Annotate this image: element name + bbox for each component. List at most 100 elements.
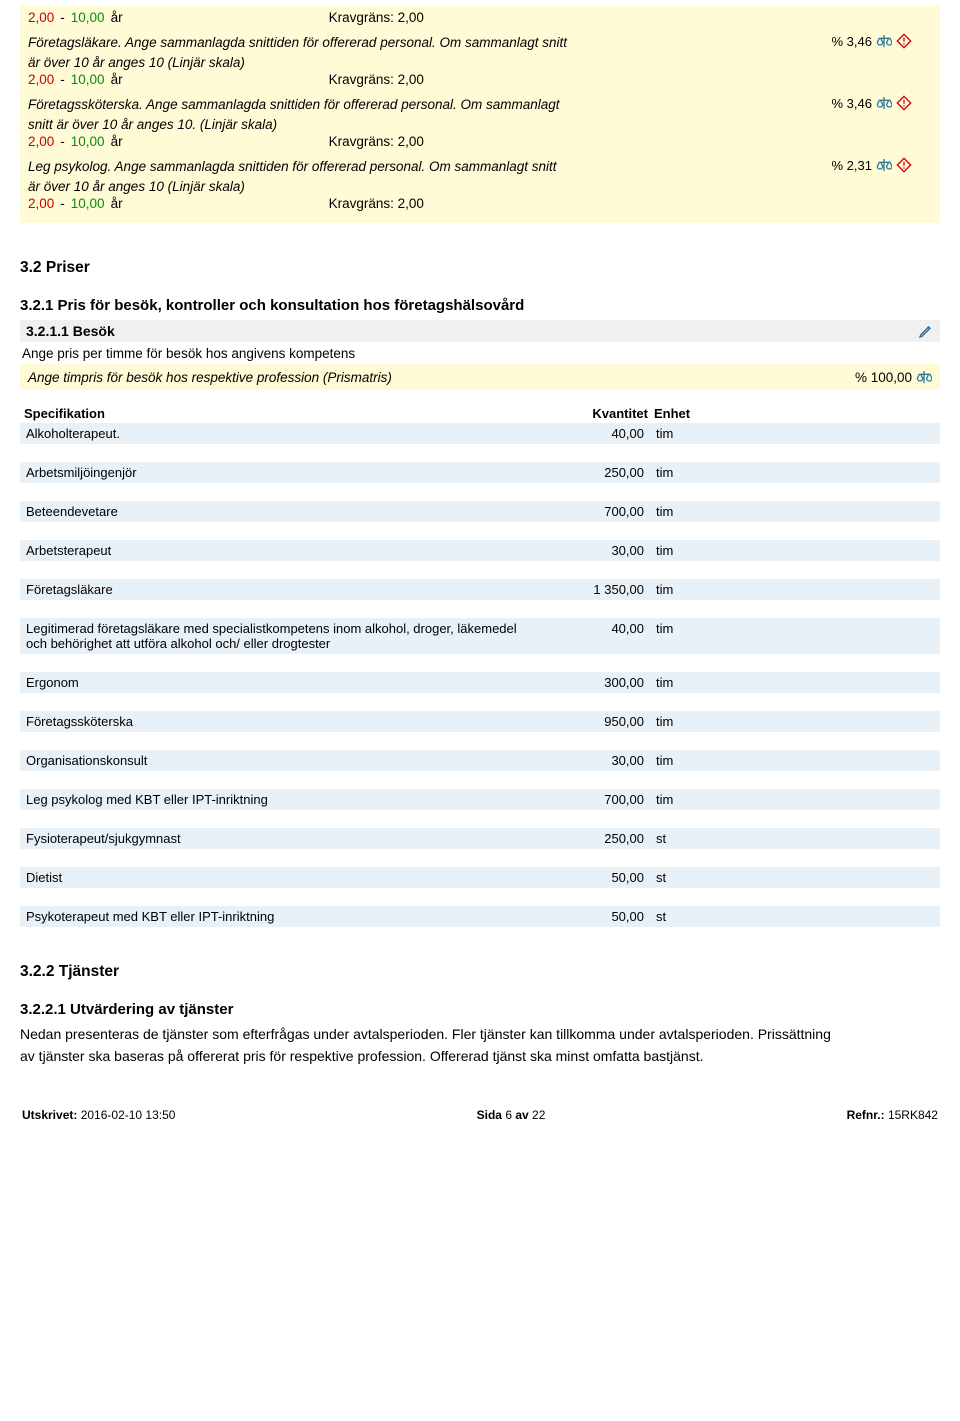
- table-row: Beteendevetare700,00tim: [20, 501, 940, 522]
- cell-qty: 250,00: [540, 828, 650, 849]
- range-high: 10,00: [71, 134, 105, 149]
- table-row: Företagssköterska950,00tim: [20, 711, 940, 732]
- footer-page: Sida 6 av 22: [477, 1108, 546, 1122]
- table-row: Ergonom300,00tim: [20, 672, 940, 693]
- krav-label: Kravgräns:: [329, 134, 394, 149]
- cell-unit: st: [650, 906, 710, 927]
- range-row: 2,00 - 10,00 år Kravgräns: 2,00: [28, 72, 932, 87]
- price-matrix-row: Ange timpris för besök hos respektive pr…: [20, 364, 940, 390]
- alert-icon: [896, 33, 912, 49]
- krav-value: 2,00: [398, 10, 424, 25]
- criteria-desc: Företagssköterska. Ange sammanlagda snit…: [28, 95, 568, 134]
- cell-spec: Arbetsmiljöingenjör: [20, 462, 540, 483]
- cell-spec: Alkoholterapeut.: [20, 423, 540, 444]
- range-high: 10,00: [71, 72, 105, 87]
- cell-spec: Organisationskonsult: [20, 750, 540, 771]
- range-row: 2,00 - 10,00 år Kravgräns: 2,00: [28, 196, 932, 211]
- cell-unit: st: [650, 828, 710, 849]
- cell-spec: Leg psykolog med KBT eller IPT-inriktnin…: [20, 789, 540, 810]
- subheading-3-2-1-1: 3.2.1.1 Besök: [20, 320, 940, 342]
- cell-spec: Beteendevetare: [20, 501, 540, 522]
- table-row: Organisationskonsult30,00tim: [20, 750, 940, 771]
- table-row: Företagsläkare1 350,00tim: [20, 579, 940, 600]
- col-unit: Enhet: [650, 404, 710, 423]
- range-unit: år: [111, 196, 123, 211]
- criteria-item: % 3,46 Företagsläkare. Ange sammanlagda …: [28, 33, 932, 87]
- krav-value: 2,00: [398, 196, 424, 211]
- cell-spec: Fysioterapeut/sjukgymnast: [20, 828, 540, 849]
- alert-icon: [896, 157, 912, 173]
- heading-3-2-2: 3.2.2 Tjänster: [20, 963, 940, 981]
- cell-qty: 700,00: [540, 789, 650, 810]
- scale-icon: [876, 157, 892, 173]
- page-label: Sida: [477, 1108, 502, 1122]
- range-low: 2,00: [28, 72, 54, 87]
- cell-unit: tim: [650, 423, 710, 444]
- heading-3-2: 3.2 Priser: [20, 259, 940, 277]
- subheading-label: 3.2.1.1 Besök: [26, 323, 115, 339]
- krav-label: Kravgräns:: [329, 196, 394, 211]
- ref-label: Refnr.:: [847, 1108, 885, 1122]
- cell-spec: Dietist: [20, 867, 540, 888]
- cell-qty: 700,00: [540, 501, 650, 522]
- cell-spec: Arbetsterapeut: [20, 540, 540, 561]
- page-current: 6: [505, 1108, 512, 1122]
- cell-unit: tim: [650, 711, 710, 732]
- krav: Kravgräns: 2,00: [329, 196, 424, 211]
- cell-qty: 950,00: [540, 711, 650, 732]
- range-dash: -: [60, 72, 65, 87]
- printed-value: 2016-02-10 13:50: [81, 1108, 176, 1122]
- criteria-item: % 2,31 Leg psykolog. Ange sammanlagda sn…: [28, 157, 932, 211]
- cell-qty: 30,00: [540, 750, 650, 771]
- pct-value: % 3,46: [832, 34, 872, 49]
- range-low: 2,00: [28, 10, 54, 25]
- table-row: Leg psykolog med KBT eller IPT-inriktnin…: [20, 789, 940, 810]
- cell-unit: tim: [650, 618, 710, 654]
- krav-label: Kravgräns:: [329, 10, 394, 25]
- range-dash: -: [60, 10, 65, 25]
- cell-unit: tim: [650, 579, 710, 600]
- range-dash: -: [60, 134, 65, 149]
- cell-unit: tim: [650, 672, 710, 693]
- page-footer: Utskrivet: 2016-02-10 13:50 Sida 6 av 22…: [20, 1108, 940, 1122]
- cell-qty: 50,00: [540, 867, 650, 888]
- criteria-item: % 3,46 Företagssköterska. Ange sammanlag…: [28, 95, 932, 149]
- footer-ref: Refnr.: 15RK842: [847, 1108, 938, 1122]
- krav: Kravgräns: 2,00: [329, 134, 424, 149]
- cell-qty: 1 350,00: [540, 579, 650, 600]
- krav: Kravgräns: 2,00: [329, 10, 424, 25]
- cell-unit: tim: [650, 462, 710, 483]
- col-spec: Specifikation: [20, 404, 540, 423]
- range-unit: år: [111, 134, 123, 149]
- krav-label: Kravgräns:: [329, 72, 394, 87]
- scale-icon: [876, 95, 892, 111]
- range-unit: år: [111, 10, 123, 25]
- price-matrix-pct: % 100,00: [855, 369, 932, 385]
- pct-value: % 3,46: [832, 96, 872, 111]
- range-high: 10,00: [71, 196, 105, 211]
- range-low: 2,00: [28, 134, 54, 149]
- pct-value: % 100,00: [855, 370, 912, 385]
- cell-qty: 300,00: [540, 672, 650, 693]
- table-row: Arbetsmiljöingenjör250,00tim: [20, 462, 940, 483]
- price-matrix-label: Ange timpris för besök hos respektive pr…: [28, 370, 392, 385]
- cell-unit: st: [650, 867, 710, 888]
- criteria-panel: 2,00 - 10,00 år Kravgräns: 2,00 % 3,46 F…: [20, 6, 940, 223]
- cell-spec: Psykoterapeut med KBT eller IPT-inriktni…: [20, 906, 540, 927]
- cell-spec: Ergonom: [20, 672, 540, 693]
- cell-unit: tim: [650, 501, 710, 522]
- krav-value: 2,00: [398, 134, 424, 149]
- krav: Kravgräns: 2,00: [329, 72, 424, 87]
- cell-qty: 40,00: [540, 423, 650, 444]
- cell-spec: Företagsläkare: [20, 579, 540, 600]
- ref-value: 15RK842: [888, 1108, 938, 1122]
- cell-spec: Företagssköterska: [20, 711, 540, 732]
- col-qty: Kvantitet: [540, 404, 650, 423]
- cell-qty: 250,00: [540, 462, 650, 483]
- scale-icon: [876, 33, 892, 49]
- criteria-desc: Företagsläkare. Ange sammanlagda snittid…: [28, 33, 568, 72]
- table-row: Legitimerad företagsläkare med specialis…: [20, 618, 940, 654]
- cell-unit: tim: [650, 750, 710, 771]
- table-row: Psykoterapeut med KBT eller IPT-inriktni…: [20, 906, 940, 927]
- edit-icon[interactable]: [918, 323, 934, 339]
